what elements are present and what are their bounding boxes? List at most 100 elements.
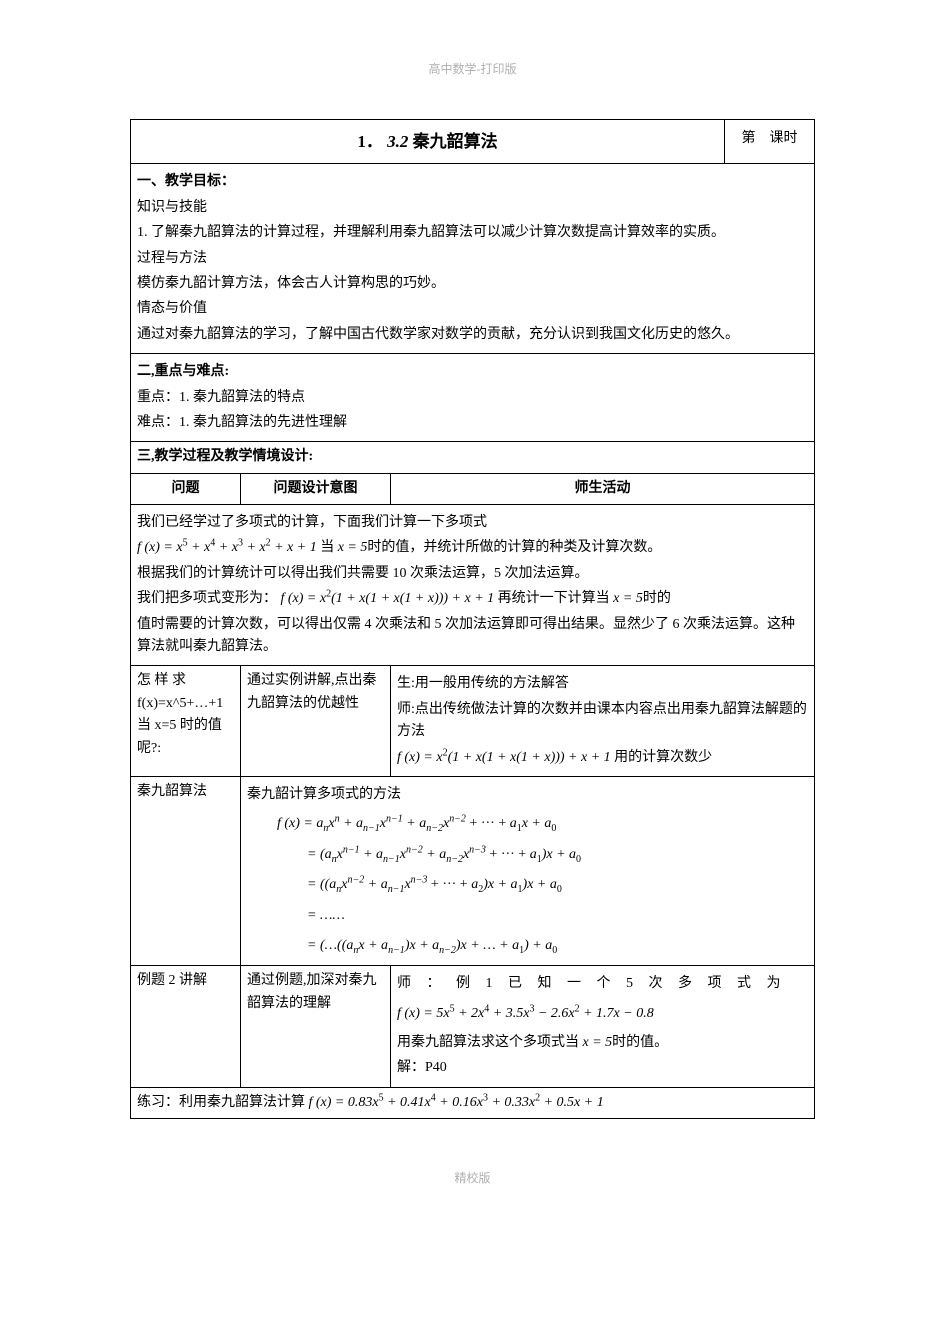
intro-p3: 我们把多项式变形为： f (x) = x2(1 + x(1 + x(1 + x)… — [137, 588, 808, 610]
sec1-sub3: 情态与价值 — [137, 298, 808, 320]
f2: f (x) = x — [281, 591, 327, 606]
l5b: )x + a — [405, 938, 439, 953]
r4t3: + 0.33x — [488, 1095, 535, 1110]
r4f: f (x) = 0.83x — [309, 1095, 379, 1110]
fr4: + x — [188, 540, 211, 555]
l2t: )x + a — [542, 847, 576, 862]
lesson-plan-table: 1． 3.2 秦九韶算法 第 课时 一、教学目标： 知识与技能 1. 了解秦九韶… — [130, 119, 815, 1119]
l1c1: + a — [340, 816, 363, 831]
fr2: + x — [243, 540, 266, 555]
difficulty-cell: 二,重点与难点: 重点：1. 秦九韶算法的特点 难点：1. 秦九韶算法的先进性理… — [131, 354, 815, 442]
r3t3: − 2.6x — [534, 1006, 574, 1021]
r1-act3: 用的计算次数少 — [614, 750, 712, 765]
r2-line5: = (…((anx + an−1)x + an−2)x + … + a1) + … — [247, 931, 808, 961]
r1f: f (x) = x — [397, 750, 443, 765]
r1-act2: 师:点出传统做法计算的次数并由课本内容点出用秦九韶算法解题的方法 — [397, 699, 808, 744]
r3-formula: f (x) = 5x5 + 2x4 + 3.5x3 − 2.6x2 + 1.7x… — [397, 999, 808, 1029]
sec1-sub2: 过程与方法 — [137, 248, 808, 270]
intro-formula-1: f (x) = x5 + x4 + x3 + x2 + x + 1 当 x = … — [137, 537, 808, 559]
f-tail: + x + 1 — [271, 540, 317, 555]
l5a: x + a — [358, 938, 388, 953]
l5p: = (…((a — [307, 938, 353, 953]
r3-act1: 师 ： 例 1 已 知 一 个 5 次 多 项 式 为 — [397, 973, 808, 995]
l3p: = ((a — [307, 877, 336, 892]
intro-row: 我们已经学过了多项式的计算，下面我们计算一下多项式 f (x) = x5 + x… — [131, 505, 815, 666]
f2-inner: (1 + x(1 + x(1 + x))) + x + 1 — [331, 591, 494, 606]
sec1-heading: 一、教学目标： — [137, 171, 808, 193]
l5c: )x + … + a — [456, 938, 519, 953]
title-row: 1． 3.2 秦九韶算法 第 课时 — [131, 120, 815, 164]
r3xeq: x = 5 — [583, 1035, 613, 1050]
col-activity: 师生活动 — [391, 473, 815, 504]
sec1-p3: 通过对秦九韶算法的学习，了解中国古代数学家对数学的贡献，充分认识到我国文化历史的… — [137, 324, 808, 346]
sub-header-row: 问题 问题设计意图 师生活动 — [131, 473, 815, 504]
l5t: ) + a — [524, 938, 552, 953]
xeq5: x = 5 — [338, 540, 368, 555]
l2p: = (a — [307, 847, 332, 862]
section-1-row: 一、教学目标： 知识与技能 1. 了解秦九韶算法的计算过程，并理解利用秦九韶算法… — [131, 164, 815, 354]
row3-design: 通过例题,加深对秦九韶算法的理解 — [241, 966, 391, 1088]
title-name: 秦九韶算法 — [413, 132, 498, 151]
intro-cell: 我们已经学过了多项式的计算，下面我们计算一下多项式 f (x) = x5 + x… — [131, 505, 815, 666]
l1t: x + a — [522, 816, 552, 831]
r2-line4: = …… — [247, 901, 808, 931]
r2-line3: = ((anxn−2 + an−1xn−3 + ··· + a2)x + a1)… — [247, 870, 808, 900]
sec2-p1: 重点：1. 秦九韶算法的特点 — [137, 387, 808, 409]
r1-act-formula: f (x) = x2(1 + x(1 + x(1 + x))) + x + 1 … — [397, 747, 808, 769]
sec1-p2: 模仿秦九韶计算方法，体会古人计算构思的巧妙。 — [137, 273, 808, 295]
when-pre: 当 — [320, 540, 338, 555]
title-cell: 1． 3.2 秦九韶算法 — [131, 120, 725, 164]
xeq5b: x = 5 — [613, 591, 643, 606]
r1q3: 当 x=5 时的值呢?: — [137, 715, 234, 760]
r3-act2: 用秦九韶算法求这个多项式当 x = 5时的值。 — [397, 1032, 808, 1054]
row1-design: 通过实例讲解,点出秦九韶算法的优越性 — [241, 666, 391, 777]
row1-activity: 生:用一般用传统的方法解答 师:点出传统做法计算的次数并由课本内容点出用秦九韶算… — [391, 666, 815, 777]
sec3-heading: 三,教学过程及教学情境设计: — [131, 442, 815, 473]
process-row-4: 练习：利用秦九韶算法计算 f (x) = 0.83x5 + 0.41x4 + 0… — [131, 1087, 815, 1118]
r2-line1: f (x) = anxn + an−1xn−1 + an−2xn−2 + ···… — [247, 809, 808, 839]
title-number: 3.2 — [387, 132, 408, 151]
f-label: f (x) = x — [137, 540, 183, 555]
row4-cell: 练习：利用秦九韶算法计算 f (x) = 0.83x5 + 0.41x4 + 0… — [131, 1087, 815, 1118]
lesson-time-cell: 第 课时 — [725, 120, 815, 164]
page-footer: 精校版 — [130, 1169, 815, 1188]
intro-p2: 根据我们的计算统计可以得出我们共需要 10 次乘法运算，5 次加法运算。 — [137, 563, 808, 585]
row3-question: 例题 2 讲解 — [131, 966, 241, 1088]
r2-line2: = (anxn−1 + an−1xn−2 + an−2xn−3 + ··· + … — [247, 840, 808, 870]
l3t: )x + a — [523, 877, 557, 892]
sec2-p2: 难点：1. 秦九韶算法的先进性理解 — [137, 412, 808, 434]
process-row-3: 例题 2 讲解 通过例题,加深对秦九韶算法的理解 师 ： 例 1 已 知 一 个… — [131, 966, 815, 1088]
r2-title: 秦九韶计算多项式的方法 — [247, 784, 808, 806]
r3a2p: 用秦九韶算法求这个多项式当 — [397, 1035, 583, 1050]
r4t2: + 0.16x — [436, 1095, 483, 1110]
process-row-2: 秦九韶算法 秦九韶计算多项式的方法 f (x) = anxn + an−1xn−… — [131, 776, 815, 965]
row1-question: 怎 样 求 f(x)=x^5+…+1 当 x=5 时的值呢?: — [131, 666, 241, 777]
col-design: 问题设计意图 — [241, 473, 391, 504]
sec2-heading: 二,重点与难点: — [137, 361, 808, 383]
intro-p1: 我们已经学过了多项式的计算，下面我们计算一下多项式 — [137, 512, 808, 534]
r1fi: (1 + x(1 + x(1 + x))) + x + 1 — [448, 750, 611, 765]
r1q1: 怎 样 求 — [137, 670, 234, 692]
sec1-sub1: 知识与技能 — [137, 197, 808, 219]
r3-act3: 解：P40 — [397, 1057, 808, 1079]
r4t4: + 0.5x + 1 — [540, 1095, 604, 1110]
page-header: 高中数学-打印版 — [130, 60, 815, 79]
r4t1: + 0.41x — [384, 1095, 431, 1110]
r3t2: + 3.5x — [489, 1006, 529, 1021]
when-post: 时的值，并统计所做的计算的种类及计算次数。 — [367, 540, 661, 555]
p3-pre: 我们把多项式变形为： — [137, 591, 277, 606]
row3-activity: 师 ： 例 1 已 知 一 个 5 次 多 项 式 为 f (x) = 5x5 … — [391, 966, 815, 1088]
l3m: )x + a — [483, 877, 517, 892]
col-question: 问题 — [131, 473, 241, 504]
title-prefix: 1． — [357, 132, 383, 151]
intro-p4: 值时需要的计算次数，可以得出仅需 4 次乘法和 5 次加法运算即可得出结果。显然… — [137, 614, 808, 659]
r3f: f (x) = 5x — [397, 1006, 450, 1021]
r3t1: + 2x — [455, 1006, 485, 1021]
l1a: f (x) = a — [277, 816, 323, 831]
r4-pre: 练习：利用秦九韶算法计算 — [137, 1095, 309, 1110]
process-row-1: 怎 样 求 f(x)=x^5+…+1 当 x=5 时的值呢?: 通过实例讲解,点… — [131, 666, 815, 777]
objectives-cell: 一、教学目标： 知识与技能 1. 了解秦九韶算法的计算过程，并理解利用秦九韶算法… — [131, 164, 815, 354]
r1-act1: 生:用一般用传统的方法解答 — [397, 673, 808, 695]
section-2-row: 二,重点与难点: 重点：1. 秦九韶算法的特点 难点：1. 秦九韶算法的先进性理… — [131, 354, 815, 442]
l1c2: + a — [403, 816, 426, 831]
